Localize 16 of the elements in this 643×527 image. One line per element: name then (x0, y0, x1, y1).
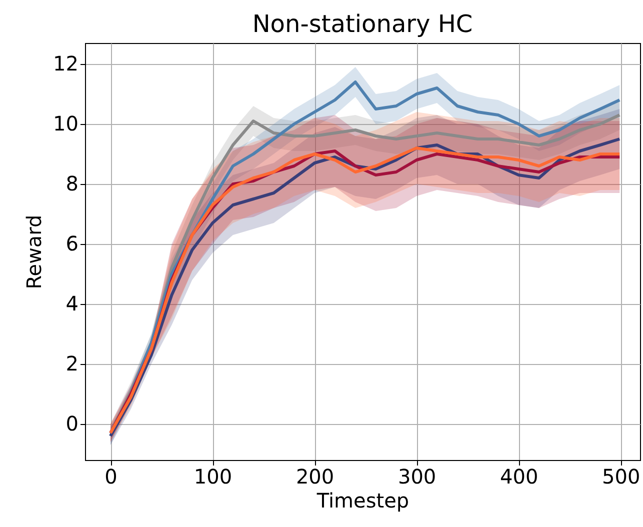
x-tick-label: 300 (398, 464, 436, 488)
y-tick-label: 12 (53, 52, 78, 76)
chart-title: Non-stationary HC (252, 10, 473, 38)
x-tick-label: 400 (500, 464, 538, 488)
x-tick-label: 500 (602, 464, 640, 488)
y-tick-label: 0 (66, 412, 78, 436)
y-tick-label: 8 (66, 172, 78, 196)
y-tick-label: 4 (66, 292, 78, 316)
x-tick-label: 100 (194, 464, 232, 488)
y-axis-title: Reward (22, 214, 46, 290)
y-tick-label: 10 (53, 112, 78, 136)
x-axis-title: Timestep (316, 488, 410, 512)
x-tick-label: 0 (104, 464, 118, 488)
y-tick-label: 6 (66, 232, 78, 256)
y-tick-label: 2 (66, 352, 78, 376)
x-tick-label: 200 (296, 464, 334, 488)
